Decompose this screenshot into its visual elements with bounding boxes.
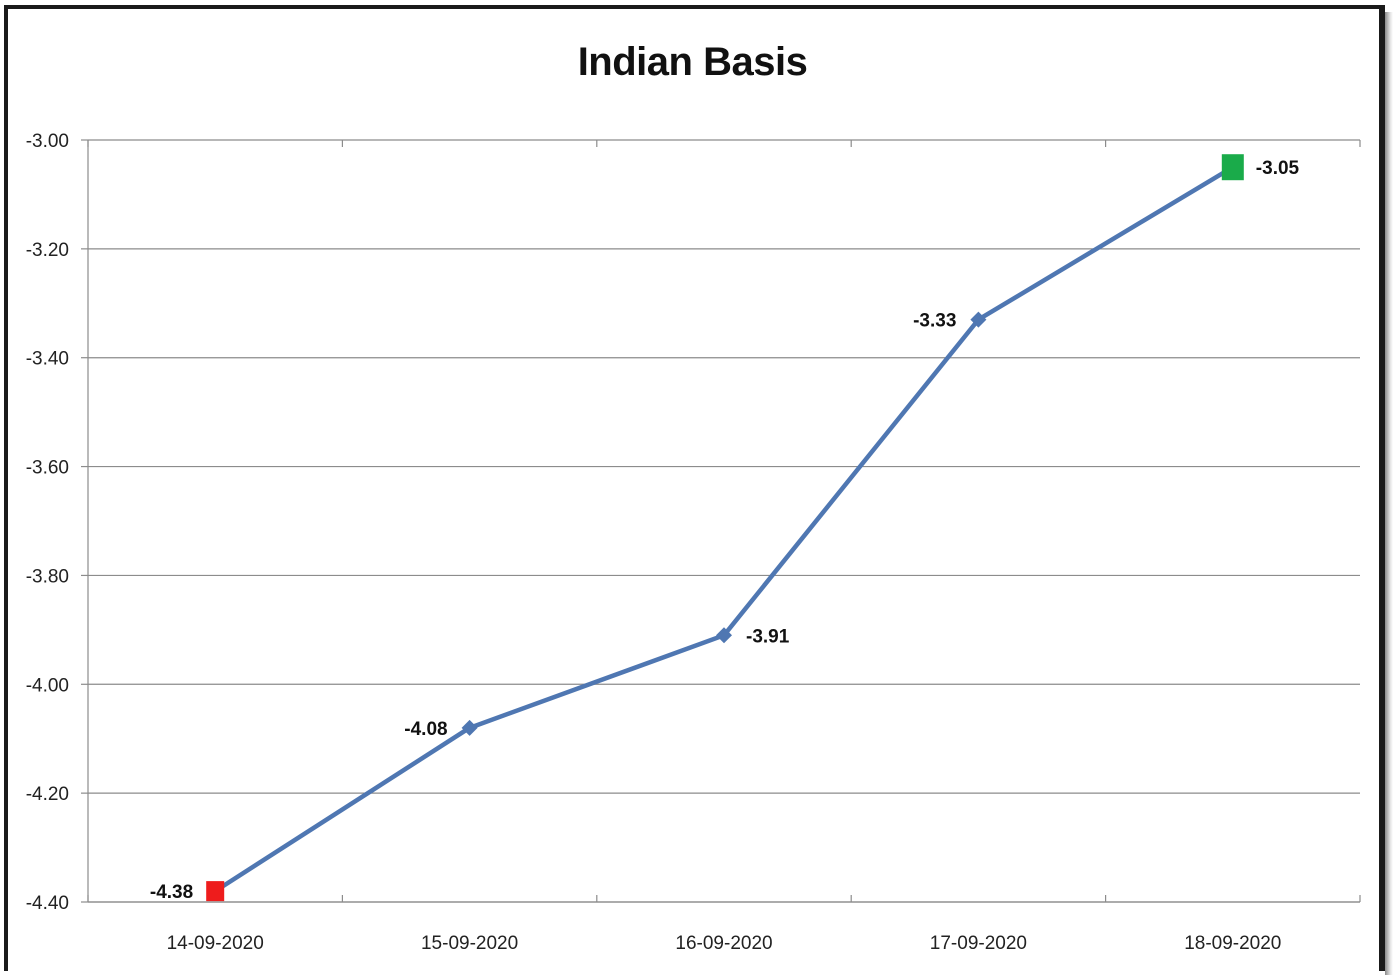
x-tick-labels: 14-09-2020 15-09-2020 16-09-2020 17-09-2020… — [167, 933, 1282, 954]
axes — [81, 139, 1361, 903]
x-tick-label: 15-09-2020 — [421, 933, 518, 954]
data-markers — [206, 154, 1244, 902]
chart-frame — [4, 5, 1385, 971]
data-label: -4.08 — [404, 719, 447, 740]
data-label: -4.38 — [150, 882, 193, 903]
data-label: -3.33 — [913, 311, 956, 332]
y-tick-label: -4.40 — [26, 893, 69, 914]
y-tick-label: -3.20 — [26, 240, 69, 261]
data-point-marker — [970, 311, 987, 328]
max-point-marker — [1221, 154, 1244, 181]
data-labels: -4.38 -4.08 -3.91 -3.33 -3.05 — [150, 158, 1300, 903]
x-tick-label: 17-09-2020 — [930, 933, 1027, 954]
data-label: -3.91 — [746, 626, 790, 647]
y-tick-label: -3.00 — [26, 131, 69, 152]
gridlines — [88, 139, 1360, 903]
series-line — [212, 164, 1236, 894]
x-tick-label: 14-09-2020 — [167, 933, 264, 954]
frame-shadow — [1385, 12, 1393, 975]
x-tick-label: 18-09-2020 — [1184, 933, 1281, 954]
y-tick-label: -3.60 — [26, 458, 69, 479]
chart-title: Indian Basis — [577, 40, 808, 84]
series-line-path — [212, 164, 1236, 894]
y-tick-label: -4.00 — [26, 675, 69, 696]
data-point-marker — [461, 719, 478, 736]
min-point-marker — [206, 881, 225, 902]
y-tick-label: -3.80 — [26, 566, 69, 587]
y-tick-labels: -3.00 -3.20 -3.40 -3.60 -3.80 -4.00 -4.20 -4.40 — [26, 131, 69, 914]
y-tick-label: -4.20 — [26, 784, 69, 805]
data-label: -3.05 — [1256, 158, 1300, 179]
y-tick-label: -3.40 — [26, 349, 69, 370]
data-point-marker — [716, 627, 732, 644]
x-tick-label: 16-09-2020 — [675, 933, 772, 954]
